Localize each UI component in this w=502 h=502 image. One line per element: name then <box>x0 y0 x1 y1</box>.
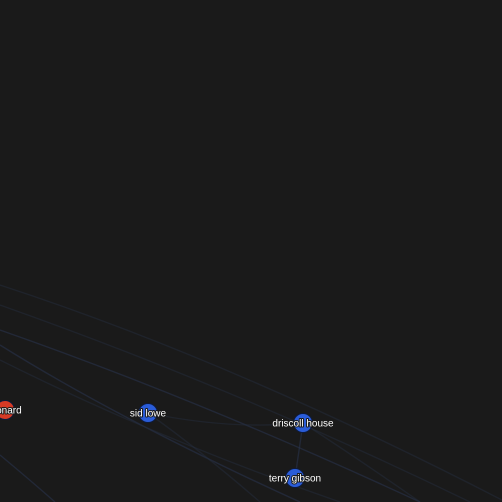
node-label: driscoll house <box>272 419 334 430</box>
edge <box>0 284 502 501</box>
edge <box>147 412 261 502</box>
node-label: terry gibson <box>269 474 321 485</box>
edge <box>302 422 421 502</box>
edge <box>147 412 304 426</box>
edge <box>0 304 471 502</box>
node-circle[interactable] <box>293 413 313 433</box>
node-circle[interactable] <box>0 400 15 420</box>
node-leonard[interactable]: leonard <box>0 400 23 420</box>
edge <box>0 344 301 502</box>
node-sid-lowe[interactable]: sid lowe <box>129 403 167 423</box>
nodes-layer: leonard sid lowe driscoll house terry gibso… <box>0 400 335 488</box>
edge <box>0 329 421 502</box>
node-terry-gibson[interactable]: terry gibson <box>268 468 322 488</box>
node-driscoll-house[interactable]: driscoll house <box>271 413 335 433</box>
node-circle[interactable] <box>138 403 158 423</box>
node-label: sid lowe <box>130 409 167 420</box>
edges-layer <box>0 284 502 502</box>
edge <box>0 454 56 502</box>
node-circle[interactable] <box>285 468 305 488</box>
node-label: leonard <box>0 406 22 417</box>
